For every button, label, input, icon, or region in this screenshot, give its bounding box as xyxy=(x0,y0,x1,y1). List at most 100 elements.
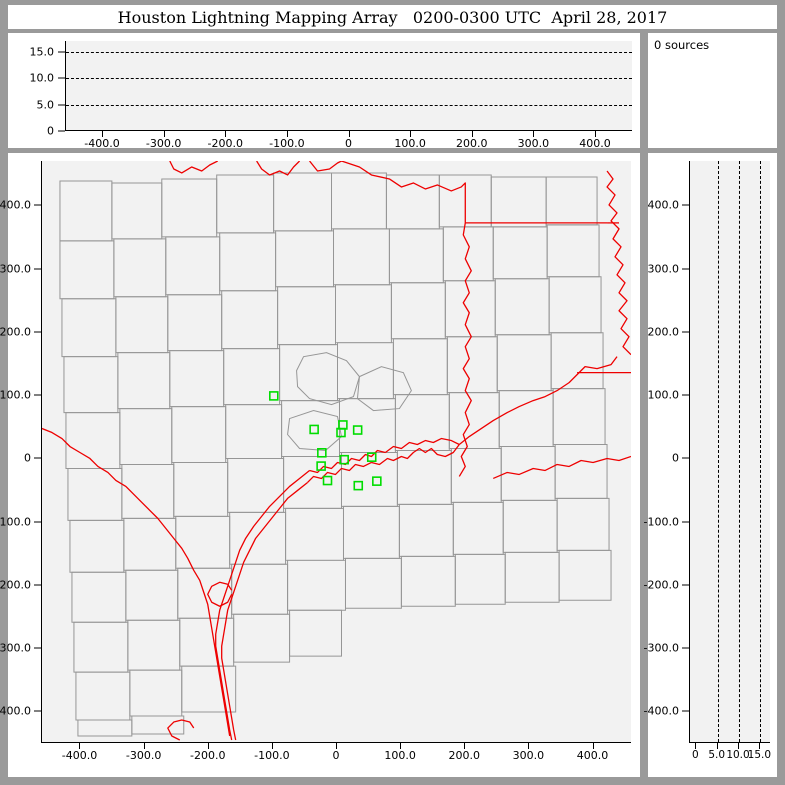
x-axis-tick xyxy=(163,131,165,137)
y-axis-tick xyxy=(682,268,689,270)
x-axis-tick xyxy=(716,743,718,749)
x-axis-label: -300.0 xyxy=(145,137,182,150)
y-axis-tick xyxy=(34,584,41,586)
height-plot-area[interactable] xyxy=(689,161,770,743)
y-axis-label: 200.0 xyxy=(0,325,31,339)
x-axis-tick xyxy=(528,743,530,749)
gridline-horizontal xyxy=(66,51,632,53)
y-axis-tick xyxy=(34,204,41,206)
lma-station-marker xyxy=(339,454,349,465)
x-axis-label: 15.0 xyxy=(747,749,772,761)
y-axis-tick xyxy=(34,647,41,649)
y-axis-tick xyxy=(34,457,41,459)
x-axis-tick xyxy=(410,131,412,137)
x-axis-label: -100.0 xyxy=(269,137,305,150)
y-axis-label: 100.0 xyxy=(0,388,31,402)
x-axis-label: 100.0 xyxy=(384,749,416,762)
gridline-vertical xyxy=(717,161,719,742)
y-axis-tick xyxy=(58,104,65,106)
x-axis-label: 5.0 xyxy=(708,749,726,761)
lma-station-marker xyxy=(338,420,348,430)
lma-station-marker xyxy=(269,391,279,401)
x-axis-tick xyxy=(101,131,103,137)
x-axis-label: 400.0 xyxy=(579,137,611,150)
x-axis-label: -400.0 xyxy=(84,137,120,150)
y-axis-label: -100.0 xyxy=(643,515,679,529)
x-axis-tick xyxy=(471,131,473,137)
x-axis-tick xyxy=(79,743,81,749)
gridline-vertical xyxy=(739,161,741,742)
x-axis-label: 10.0 xyxy=(726,749,750,761)
lma-station-marker xyxy=(366,452,377,462)
y-axis-label: 5.0 xyxy=(36,98,55,112)
gridline-horizontal xyxy=(66,104,632,106)
x-axis-tick xyxy=(595,131,597,137)
x-axis-label: 0 xyxy=(692,749,699,761)
x-axis-tick xyxy=(592,743,594,749)
x-axis-tick xyxy=(207,743,209,749)
x-axis-label: -200.0 xyxy=(190,749,226,762)
y-axis-label: 0 xyxy=(24,451,31,465)
y-axis-label: 15.0 xyxy=(29,45,55,59)
y-axis-label: -200.0 xyxy=(643,578,679,592)
y-axis-tick xyxy=(58,51,65,53)
page-title: Houston Lightning Mapping Array 0200-030… xyxy=(117,7,668,27)
x-axis-tick xyxy=(464,743,466,749)
x-axis-tick xyxy=(348,131,350,137)
x-axis-label: 100.0 xyxy=(394,137,426,150)
time-height-panel[interactable]: 0 5.0 10.0 15.0 -400.0 -300.0 -200.0 -100.0 0 100… xyxy=(8,33,640,150)
y-axis-tick xyxy=(34,521,41,523)
gridline-vertical xyxy=(760,161,762,742)
source-count-label: 0 sources xyxy=(654,38,710,52)
y-axis-tick xyxy=(682,331,689,333)
y-axis-label: -200.0 xyxy=(0,578,31,592)
y-axis-tick xyxy=(682,584,689,586)
y-axis-label: 400.0 xyxy=(0,198,31,212)
y-axis-label: 400.0 xyxy=(647,198,680,212)
x-axis-tick xyxy=(225,131,227,137)
plan-view-map-panel[interactable]: -400.0 -300.0 -200.0 -100.0 0 100.0 200.0 300.0… xyxy=(0,153,640,777)
y-axis-label: 0 xyxy=(47,124,54,138)
x-axis-tick xyxy=(533,131,535,137)
y-axis-tick xyxy=(682,521,689,523)
map-plot-area[interactable] xyxy=(41,161,631,743)
y-axis-tick xyxy=(682,394,689,396)
y-axis-tick xyxy=(58,77,65,79)
x-axis-label: 200.0 xyxy=(456,137,488,150)
title-bar: Houston Lightning Mapping Array 0200-030… xyxy=(8,5,777,29)
y-axis-tick xyxy=(34,331,41,333)
x-axis-label: -400.0 xyxy=(61,749,98,762)
y-axis-label: 300.0 xyxy=(647,262,680,276)
x-axis-tick xyxy=(400,743,402,749)
x-axis-label: 300.0 xyxy=(512,749,545,762)
x-axis-label: 200.0 xyxy=(448,749,481,762)
y-axis-label: -100.0 xyxy=(0,515,31,529)
x-axis-tick xyxy=(336,743,337,749)
x-axis-tick xyxy=(738,743,740,749)
y-axis-label: -400.0 xyxy=(643,704,679,718)
height-distribution-panel[interactable]: 0 5.0 10.0 15.0 -400.0 -300.0 -200.0 -100.0 0 100… xyxy=(644,153,777,777)
y-axis-tick xyxy=(682,457,689,459)
lma-station-marker xyxy=(353,480,364,491)
x-axis-label: -100.0 xyxy=(254,749,290,762)
y-axis-label: 10.0 xyxy=(29,71,55,85)
y-axis-tick xyxy=(34,394,41,396)
lma-station-marker xyxy=(316,461,326,471)
x-axis-label: 0 xyxy=(345,137,352,150)
y-axis-label: -300.0 xyxy=(0,641,31,655)
x-axis-tick xyxy=(271,743,273,749)
x-axis-label: 0 xyxy=(332,749,340,762)
lma-station-marker xyxy=(352,425,363,435)
y-axis-label: 0 xyxy=(672,451,679,465)
y-axis-label: -300.0 xyxy=(643,641,679,655)
y-axis-label: 100.0 xyxy=(647,388,680,402)
y-axis-tick xyxy=(682,647,689,649)
lma-station-marker xyxy=(317,448,327,458)
state-boundaries xyxy=(42,161,631,741)
x-axis-label: -300.0 xyxy=(125,749,162,762)
x-axis-tick xyxy=(143,743,145,749)
y-axis-label: 300.0 xyxy=(0,262,31,276)
y-axis-label: 200.0 xyxy=(647,325,680,339)
time-height-plot-area[interactable] xyxy=(65,41,632,131)
